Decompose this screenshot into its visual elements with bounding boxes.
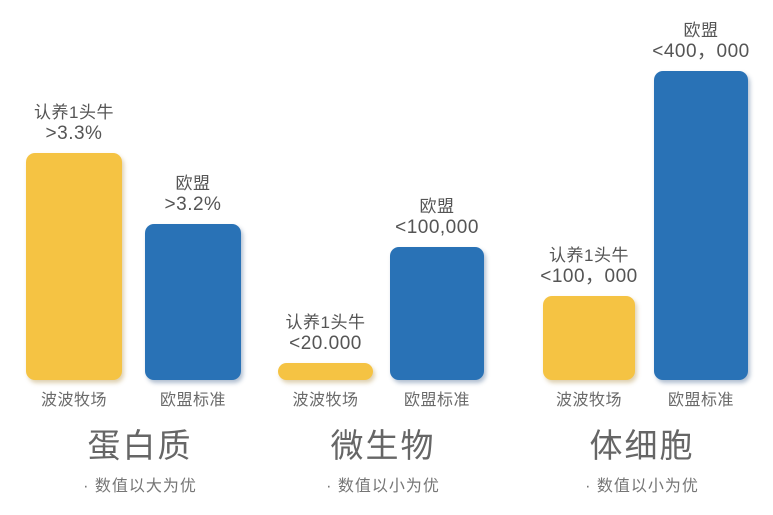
- bar-column-eu-somatic: 欧盟 <400，000: [652, 21, 749, 380]
- bar-eu-protein: [145, 224, 241, 380]
- category-title: 微生物: [330, 427, 436, 464]
- value-label-who: 欧盟: [683, 20, 719, 40]
- category-subtitle: · 数值以小为优: [326, 478, 440, 496]
- bar-eu-somatic: [654, 71, 748, 380]
- value-label-boboranch-protein: 认养1头牛 >3.3%: [34, 103, 114, 145]
- tick-label-eu-microbes: 欧盟标准: [403, 392, 470, 409]
- bar-boboranch-somatic: [543, 296, 635, 380]
- value-label-who: 认养1头牛: [285, 312, 366, 332]
- bar-column-eu-microbes: 欧盟 <100,000: [390, 197, 484, 380]
- value-label-boboranch-somatic: 认养1头牛 <100，000: [540, 246, 638, 288]
- value-label-eu-microbes: 欧盟 <100,000: [395, 197, 479, 239]
- value-label-who: 认养1头牛: [549, 245, 629, 265]
- value-label-boboranch-microbes: 认养1头牛 <20.000: [286, 313, 366, 355]
- tick-label-boboranch-somatic: 波波牧场: [555, 392, 622, 409]
- value-label-number: >3.2%: [164, 193, 222, 215]
- bar-group-microbes: 认养1头牛 <20.000 欧盟 <100,000 波波牧场 欧盟标准: [258, 0, 506, 415]
- category-titles: 蛋白质 · 数值以大为优 微生物 · 数值以小为优 体细胞 · 数值以小为优: [0, 425, 773, 515]
- bar-group-somatic-cells: 认养1头牛 <100，000 欧盟 <400，000 波波牧场 欧盟标准: [515, 0, 773, 415]
- value-label-who: 欧盟: [419, 196, 455, 216]
- value-label-number: <100，000: [540, 265, 638, 287]
- tick-label-eu-protein: 欧盟标准: [159, 392, 226, 409]
- category-subtitle: · 数值以小为优: [585, 478, 699, 496]
- tick-label-eu-somatic: 欧盟标准: [667, 392, 734, 409]
- category-subtitle: · 数值以大为优: [83, 478, 197, 496]
- value-label-eu-protein: 欧盟 >3.2%: [165, 174, 222, 216]
- value-label-eu-somatic: 欧盟 <400，000: [652, 21, 750, 63]
- value-label-number: <20.000: [289, 332, 362, 354]
- category-title: 体细胞: [589, 427, 695, 464]
- value-label-who: 认养1头牛: [34, 102, 114, 122]
- category-somatic-cells: 体细胞 · 数值以小为优: [512, 425, 772, 496]
- value-label-who: 欧盟: [175, 173, 211, 193]
- category-microbes: 微生物 · 数值以小为优: [258, 425, 508, 496]
- plot-area: 认养1头牛 >3.3% 欧盟 >3.2% 波波牧场 欧盟标准 认养1头牛: [0, 0, 773, 415]
- bar-boboranch-protein: [26, 153, 122, 380]
- bar-eu-microbes: [390, 247, 484, 380]
- bar-column-boboranch-protein: 认养1头牛 >3.3%: [26, 103, 122, 380]
- bar-column-boboranch-microbes: 认养1头牛 <20.000: [278, 313, 373, 380]
- bar-boboranch-microbes: [278, 363, 373, 380]
- tick-label-boboranch-microbes: 波波牧场: [292, 392, 359, 409]
- category-title: 蛋白质: [87, 427, 193, 464]
- value-label-number: >3.3%: [45, 122, 103, 144]
- category-protein: 蛋白质 · 数值以大为优: [10, 425, 270, 496]
- bar-column-eu-protein: 欧盟 >3.2%: [145, 174, 241, 380]
- tick-label-boboranch-protein: 波波牧场: [40, 392, 107, 409]
- value-label-number: <100,000: [395, 216, 479, 238]
- value-label-number: <400，000: [652, 40, 750, 62]
- bar-column-boboranch-somatic: 认养1头牛 <100，000: [540, 246, 637, 380]
- bar-group-protein: 认养1头牛 >3.3% 欧盟 >3.2% 波波牧场 欧盟标准: [0, 0, 258, 415]
